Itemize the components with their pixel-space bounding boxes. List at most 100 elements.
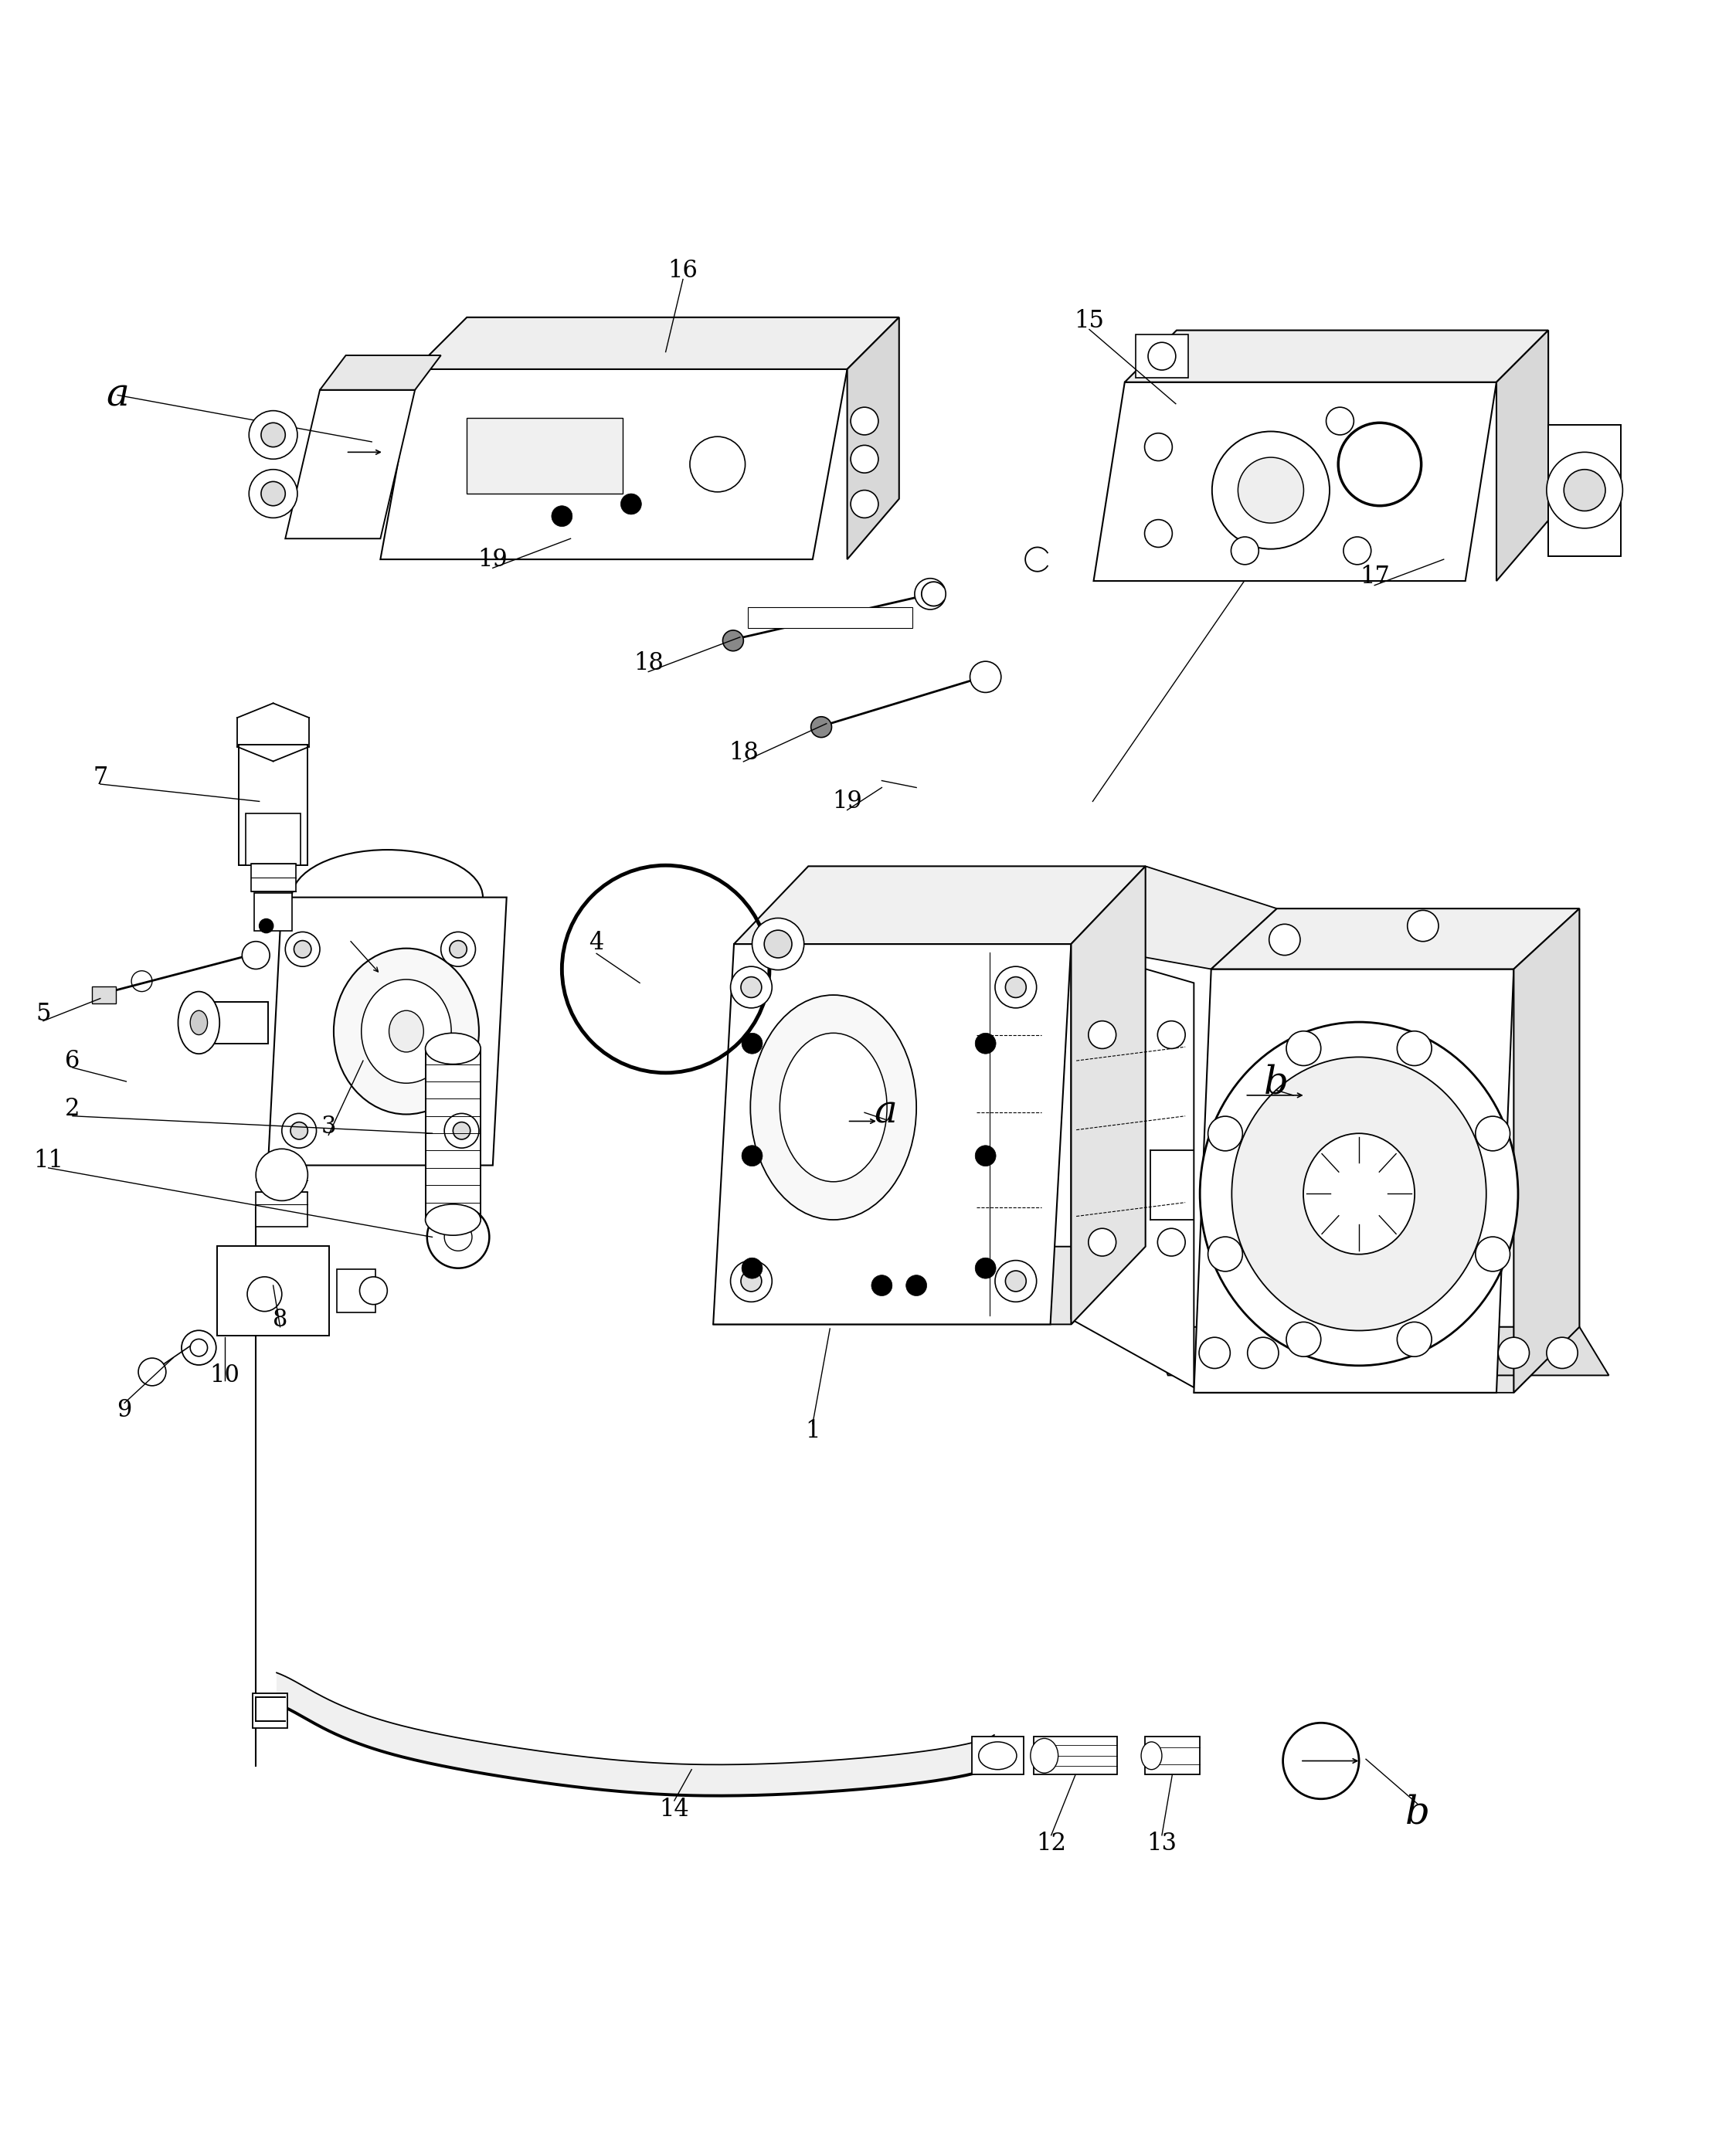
Text: 3: 3 bbox=[322, 1115, 335, 1138]
Polygon shape bbox=[199, 1003, 268, 1044]
Polygon shape bbox=[1124, 330, 1549, 382]
Text: 6: 6 bbox=[66, 1048, 80, 1074]
Text: 8: 8 bbox=[273, 1309, 287, 1332]
Circle shape bbox=[851, 489, 878, 517]
Circle shape bbox=[1546, 1337, 1579, 1369]
Circle shape bbox=[1397, 1322, 1432, 1356]
Circle shape bbox=[282, 1112, 316, 1147]
Ellipse shape bbox=[334, 949, 479, 1115]
Circle shape bbox=[851, 446, 878, 472]
Circle shape bbox=[1407, 910, 1439, 942]
Text: 19: 19 bbox=[832, 789, 863, 813]
Ellipse shape bbox=[750, 996, 916, 1220]
Circle shape bbox=[138, 1358, 166, 1386]
Circle shape bbox=[723, 630, 743, 651]
Circle shape bbox=[259, 918, 273, 934]
Text: 12: 12 bbox=[1036, 1833, 1067, 1856]
Circle shape bbox=[752, 918, 804, 970]
Circle shape bbox=[444, 1112, 479, 1147]
Circle shape bbox=[1089, 1022, 1117, 1048]
Circle shape bbox=[1148, 343, 1176, 371]
Circle shape bbox=[906, 1274, 927, 1296]
Ellipse shape bbox=[425, 1205, 481, 1235]
Circle shape bbox=[256, 1149, 308, 1201]
Circle shape bbox=[453, 1121, 470, 1138]
Text: 5: 5 bbox=[36, 1003, 50, 1026]
Bar bbox=[252, 1692, 287, 1729]
Polygon shape bbox=[712, 944, 1072, 1324]
Circle shape bbox=[285, 931, 320, 966]
Circle shape bbox=[975, 1033, 996, 1054]
Circle shape bbox=[730, 1261, 771, 1302]
Circle shape bbox=[290, 1121, 308, 1138]
Circle shape bbox=[811, 716, 832, 737]
Bar bbox=[92, 987, 116, 1005]
Circle shape bbox=[1343, 537, 1371, 565]
Polygon shape bbox=[1072, 867, 1276, 968]
Text: 19: 19 bbox=[477, 548, 508, 571]
Circle shape bbox=[742, 1033, 762, 1054]
Bar bbox=[254, 893, 292, 931]
Circle shape bbox=[450, 940, 467, 957]
Circle shape bbox=[851, 407, 878, 436]
Circle shape bbox=[1397, 1031, 1432, 1065]
Circle shape bbox=[1005, 1270, 1027, 1291]
Bar bbox=[239, 744, 308, 865]
Text: 18: 18 bbox=[728, 742, 759, 765]
Polygon shape bbox=[1549, 425, 1622, 556]
Circle shape bbox=[970, 662, 1001, 692]
Polygon shape bbox=[1072, 946, 1193, 1388]
Circle shape bbox=[1209, 1117, 1243, 1151]
Ellipse shape bbox=[780, 1033, 887, 1181]
Ellipse shape bbox=[1231, 1056, 1487, 1330]
Text: 1: 1 bbox=[806, 1419, 820, 1442]
Polygon shape bbox=[1193, 1326, 1580, 1393]
Circle shape bbox=[190, 1339, 207, 1356]
Circle shape bbox=[996, 1261, 1037, 1302]
Circle shape bbox=[261, 481, 285, 507]
Circle shape bbox=[742, 1145, 762, 1166]
Text: 15: 15 bbox=[1074, 308, 1105, 332]
Circle shape bbox=[1209, 1238, 1243, 1272]
Text: 11: 11 bbox=[33, 1149, 64, 1173]
Ellipse shape bbox=[1304, 1134, 1414, 1255]
Circle shape bbox=[444, 1222, 472, 1250]
Text: 10: 10 bbox=[209, 1363, 240, 1386]
Circle shape bbox=[261, 423, 285, 446]
Ellipse shape bbox=[1200, 1022, 1518, 1365]
Circle shape bbox=[1212, 431, 1330, 550]
Polygon shape bbox=[285, 390, 415, 539]
Circle shape bbox=[1326, 407, 1354, 436]
Circle shape bbox=[1089, 1229, 1117, 1257]
Circle shape bbox=[764, 929, 792, 957]
Ellipse shape bbox=[178, 992, 220, 1054]
Circle shape bbox=[1238, 457, 1304, 524]
Bar bbox=[218, 1246, 330, 1335]
Circle shape bbox=[975, 1257, 996, 1279]
Ellipse shape bbox=[1030, 1738, 1058, 1772]
Text: a: a bbox=[873, 1093, 897, 1132]
Polygon shape bbox=[1515, 908, 1580, 1393]
Bar bbox=[256, 1192, 308, 1227]
Circle shape bbox=[360, 1276, 387, 1304]
Circle shape bbox=[1248, 1337, 1279, 1369]
Circle shape bbox=[441, 931, 475, 966]
Circle shape bbox=[1198, 1337, 1231, 1369]
Polygon shape bbox=[380, 369, 847, 558]
Text: 18: 18 bbox=[633, 651, 664, 675]
Circle shape bbox=[975, 1145, 996, 1166]
Ellipse shape bbox=[389, 1011, 424, 1052]
Circle shape bbox=[690, 438, 745, 492]
Polygon shape bbox=[712, 1246, 1146, 1324]
Circle shape bbox=[1269, 925, 1300, 955]
Circle shape bbox=[1475, 1117, 1509, 1151]
Text: 2: 2 bbox=[66, 1097, 80, 1121]
Text: 16: 16 bbox=[667, 259, 699, 282]
Circle shape bbox=[1145, 433, 1172, 461]
Polygon shape bbox=[1093, 382, 1497, 580]
Circle shape bbox=[1145, 520, 1172, 548]
Circle shape bbox=[1231, 537, 1259, 565]
Circle shape bbox=[740, 977, 761, 998]
Bar bbox=[1145, 1738, 1200, 1774]
Bar bbox=[1136, 334, 1188, 377]
